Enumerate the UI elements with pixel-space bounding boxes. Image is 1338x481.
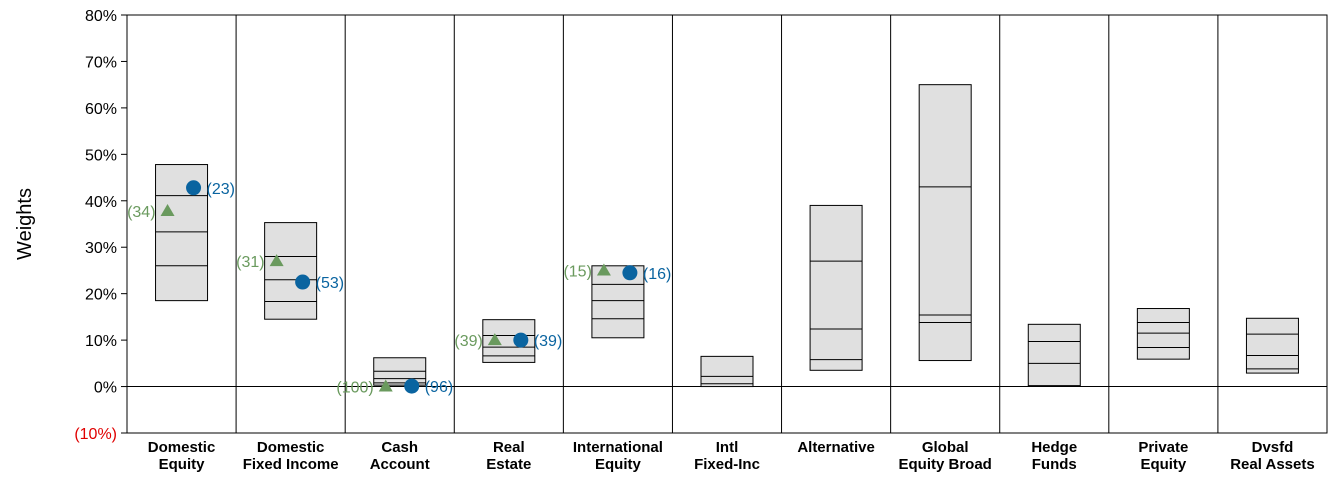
category-label: Cash [381, 439, 418, 456]
category-label: Domestic [148, 439, 216, 456]
category-label: Equity [595, 456, 641, 473]
range-box [1136, 308, 1190, 360]
y-tick-label: 80% [85, 8, 117, 25]
triangle-label: (15) [563, 263, 591, 280]
circle-label: (39) [534, 333, 562, 350]
category-label: Equity Broad [899, 456, 992, 473]
circle-label: (16) [643, 266, 671, 283]
triangle-marker [160, 203, 175, 216]
circle-marker [295, 274, 311, 290]
plot-frame [126, 14, 1328, 434]
category-label: Fixed-Inc [694, 456, 760, 473]
range-box [700, 355, 754, 388]
category-label: Fixed Income [243, 456, 339, 473]
y-tick-label: 20% [85, 287, 117, 304]
triangle-marker [487, 333, 502, 346]
range-box [809, 204, 863, 371]
category-label: Global [922, 439, 969, 456]
triangle-label: (39) [454, 333, 482, 350]
y-tick-label: 60% [85, 101, 117, 118]
triangle-label: (34) [127, 204, 155, 221]
circle-marker [186, 180, 202, 196]
circle-marker [622, 265, 638, 281]
circle-label: (53) [316, 275, 344, 292]
y-tick-label: 10% [85, 333, 117, 350]
category-label: Domestic [257, 439, 325, 456]
category-label: Hedge [1031, 439, 1077, 456]
range-box [1027, 323, 1081, 387]
category-label: Intl [716, 439, 739, 456]
triangle-label: (100) [336, 380, 373, 397]
category-label: Funds [1032, 456, 1077, 473]
category-label: Private [1138, 439, 1188, 456]
category-label: Dvsfd [1252, 439, 1294, 456]
y-tick-label: 40% [85, 194, 117, 211]
category-label: Equity [1140, 456, 1186, 473]
range-box [1245, 317, 1299, 374]
category-label: Real [493, 439, 525, 456]
y-tick-label: 50% [85, 147, 117, 164]
category-label: Equity [159, 456, 205, 473]
y-tick-label: 70% [85, 54, 117, 71]
range-box [918, 84, 972, 362]
category-label: Estate [486, 456, 531, 473]
y-tick-label: (10%) [74, 426, 117, 443]
category-label: Real Assets [1230, 456, 1315, 473]
triangle-marker [596, 263, 611, 276]
category-label: International [573, 439, 663, 456]
category-label: Account [370, 456, 430, 473]
y-tick-label: 30% [85, 240, 117, 257]
range-box [264, 222, 318, 320]
triangle-label: (31) [236, 254, 264, 271]
triangle-marker [378, 379, 393, 392]
y-tick-label: 0% [94, 380, 117, 397]
circle-label: (96) [425, 379, 453, 396]
triangle-marker [269, 254, 284, 267]
category-label: Alternative [797, 439, 875, 456]
circle-marker [513, 332, 529, 348]
y-axis-title: Weights [14, 188, 36, 260]
circle-marker [404, 378, 420, 394]
circle-label: (23) [207, 181, 235, 198]
